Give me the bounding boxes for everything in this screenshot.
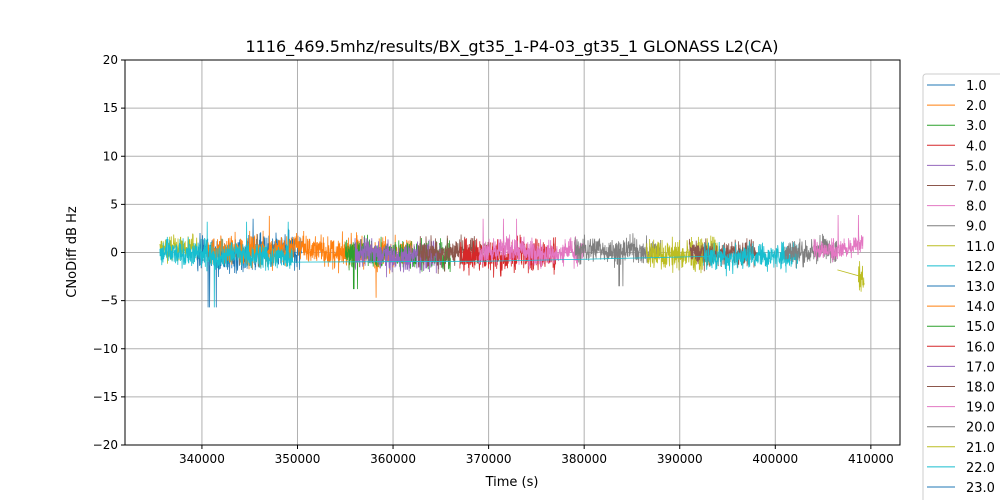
x-axis-label: Time (s) bbox=[485, 475, 539, 490]
series-line-12.0 bbox=[159, 221, 294, 308]
x-tick-label: 390000 bbox=[657, 452, 703, 466]
y-tick-label: 0 bbox=[110, 246, 118, 260]
legend-item: 2.0 bbox=[927, 99, 987, 114]
legend-label: 20.0 bbox=[966, 421, 995, 436]
legend-label: 2.0 bbox=[966, 99, 987, 114]
legend-label: 17.0 bbox=[966, 360, 995, 375]
series-line-9.0 bbox=[574, 233, 661, 287]
x-tick-label: 410000 bbox=[848, 452, 894, 466]
series-lines bbox=[159, 214, 865, 308]
legend-item: 16.0 bbox=[927, 340, 995, 355]
legend-item: 20.0 bbox=[927, 421, 995, 436]
x-tick-label: 380000 bbox=[561, 452, 607, 466]
series-line-19.0 bbox=[813, 214, 864, 263]
legend-label: 16.0 bbox=[966, 340, 995, 355]
y-tick-label: −10 bbox=[93, 342, 118, 356]
legend-item: 3.0 bbox=[927, 119, 987, 134]
x-tick-label: 350000 bbox=[275, 452, 321, 466]
legend-item: 12.0 bbox=[927, 260, 995, 275]
legend-item: 13.0 bbox=[927, 280, 995, 295]
legend: 1.0 2.0 3.0 4.0 5.0 7.0 8.0 9.0 11.0 12.0 13.0 14.0… bbox=[922, 73, 1000, 500]
x-tick-label: 400000 bbox=[752, 452, 798, 466]
legend-item: 14.0 bbox=[927, 300, 995, 315]
series-line-12.0 bbox=[703, 241, 800, 277]
series-line-8.0 bbox=[478, 218, 585, 270]
legend-label: 1.0 bbox=[966, 79, 987, 94]
legend-item: 15.0 bbox=[927, 320, 995, 335]
legend-item: 9.0 bbox=[927, 220, 987, 235]
y-axis-label: CNoDiff dB Hz bbox=[65, 206, 80, 298]
x-tick-label: 360000 bbox=[370, 452, 416, 466]
legend-label: 21.0 bbox=[966, 441, 995, 456]
axis-ticks: 340000 350000 360000 370000 380000 390000 4000… bbox=[93, 53, 894, 466]
legend-item: 23.0 bbox=[927, 481, 995, 496]
legend-label: 18.0 bbox=[966, 381, 995, 396]
chart-title: 1116_469.5mhz/results/BX_gt35_1-P4-03_gt… bbox=[245, 37, 778, 57]
y-tick-label: 10 bbox=[103, 149, 118, 163]
legend-item: 1.0 bbox=[927, 79, 987, 94]
legend-label: 23.0 bbox=[966, 481, 995, 496]
y-tick-label: −20 bbox=[93, 438, 118, 452]
y-tick-label: −5 bbox=[100, 294, 118, 308]
series-line-21.0-gap bbox=[837, 269, 862, 277]
legend-label: 14.0 bbox=[966, 300, 995, 315]
legend-label: 13.0 bbox=[966, 280, 995, 295]
legend-label: 15.0 bbox=[966, 320, 995, 335]
legend-item: 22.0 bbox=[927, 461, 995, 476]
legend-label: 22.0 bbox=[966, 461, 995, 476]
series-line-20.0 bbox=[784, 233, 838, 269]
series-line-12.0-gap bbox=[292, 255, 709, 263]
legend-item: 5.0 bbox=[927, 159, 987, 174]
legend-item: 4.0 bbox=[927, 139, 987, 154]
series-line-21.0 bbox=[858, 261, 865, 292]
y-tick-label: −15 bbox=[93, 390, 118, 404]
legend-label: 3.0 bbox=[966, 119, 987, 134]
series-line-5.0 bbox=[354, 236, 442, 278]
legend-item: 18.0 bbox=[927, 381, 995, 396]
legend-item: 17.0 bbox=[927, 360, 995, 375]
legend-label: 8.0 bbox=[966, 200, 987, 215]
y-tick-label: 15 bbox=[103, 101, 118, 115]
legend-label: 7.0 bbox=[966, 180, 987, 195]
legend-item: 21.0 bbox=[927, 441, 995, 456]
legend-item: 19.0 bbox=[927, 401, 995, 416]
legend-item: 7.0 bbox=[927, 180, 987, 195]
legend-label: 4.0 bbox=[966, 139, 987, 154]
legend-label: 12.0 bbox=[966, 260, 995, 275]
x-tick-label: 340000 bbox=[179, 452, 225, 466]
legend-label: 5.0 bbox=[966, 159, 987, 174]
legend-item: 11.0 bbox=[927, 240, 995, 255]
legend-item: 8.0 bbox=[927, 200, 987, 215]
legend-label: 19.0 bbox=[966, 401, 995, 416]
legend-label: 9.0 bbox=[966, 220, 987, 235]
legend-label: 11.0 bbox=[966, 240, 995, 255]
y-tick-label: 5 bbox=[110, 197, 118, 211]
y-tick-label: 20 bbox=[103, 53, 118, 67]
x-tick-label: 370000 bbox=[466, 452, 512, 466]
